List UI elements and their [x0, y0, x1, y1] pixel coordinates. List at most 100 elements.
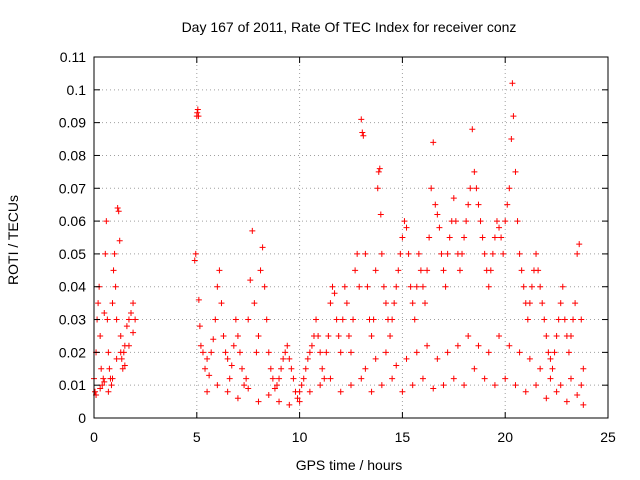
- data-point: [290, 375, 297, 382]
- data-point: [409, 300, 416, 307]
- data-point: [391, 300, 398, 307]
- data-point: [220, 332, 227, 339]
- data-point: [481, 375, 488, 382]
- data-point: [216, 267, 223, 274]
- data-point: [265, 392, 272, 399]
- data-point: [399, 234, 406, 241]
- data-point: [101, 378, 108, 385]
- data-point: [514, 218, 521, 225]
- data-point: [296, 388, 303, 395]
- data-point: [428, 185, 435, 192]
- x-tick-label: 5: [193, 429, 201, 445]
- data-point: [191, 257, 198, 264]
- data-point: [510, 113, 517, 120]
- data-point: [405, 250, 412, 257]
- data-point: [362, 365, 369, 372]
- data-point: [110, 267, 117, 274]
- data-point: [263, 316, 270, 323]
- data-point: [403, 224, 410, 231]
- y-axis-label: ROTI / TECUs: [5, 195, 21, 285]
- data-point: [463, 218, 470, 225]
- data-point: [512, 382, 519, 389]
- data-point: [245, 385, 252, 392]
- data-point: [378, 250, 385, 257]
- data-point: [202, 365, 209, 372]
- data-point: [234, 332, 241, 339]
- data-point: [302, 365, 309, 372]
- data-point: [267, 365, 274, 372]
- data-point: [557, 300, 564, 307]
- y-tick-label: 0.1: [67, 82, 87, 98]
- data-point: [543, 395, 550, 402]
- data-point: [537, 283, 544, 290]
- data-point: [352, 267, 359, 274]
- data-point: [345, 332, 352, 339]
- data-point: [502, 218, 509, 225]
- data-point: [572, 300, 579, 307]
- data-point: [411, 316, 418, 323]
- data-point: [259, 244, 266, 251]
- data-point: [224, 388, 231, 395]
- data-point: [317, 349, 324, 356]
- data-point: [382, 300, 389, 307]
- data-point: [506, 342, 513, 349]
- data-point: [526, 300, 533, 307]
- data-point: [555, 316, 562, 323]
- data-point: [461, 234, 468, 241]
- data-point: [454, 342, 461, 349]
- data-point: [459, 250, 466, 257]
- data-point: [419, 283, 426, 290]
- data-point: [333, 316, 340, 323]
- data-point: [467, 185, 474, 192]
- data-point: [438, 250, 445, 257]
- data-point: [255, 332, 262, 339]
- axis-ticks: [93, 56, 609, 419]
- data-point: [271, 385, 278, 392]
- data-point: [194, 109, 201, 116]
- data-point: [471, 168, 478, 175]
- data-point: [360, 132, 367, 139]
- data-point: [376, 165, 383, 172]
- x-axis-label: GPS time / hours: [296, 457, 403, 473]
- data-point: [537, 365, 544, 372]
- data-point: [450, 375, 457, 382]
- data-point: [461, 382, 468, 389]
- data-point: [498, 234, 505, 241]
- data-point: [485, 349, 492, 356]
- data-point: [317, 382, 324, 389]
- data-point: [543, 332, 550, 339]
- data-point: [106, 365, 113, 372]
- data-point: [194, 106, 201, 113]
- data-point: [434, 211, 441, 218]
- data-point: [335, 332, 342, 339]
- data-point: [553, 388, 560, 395]
- data-point: [452, 218, 459, 225]
- data-point: [92, 388, 99, 395]
- data-point: [362, 250, 369, 257]
- data-point: [574, 250, 581, 257]
- data-point: [282, 349, 289, 356]
- data-point: [465, 201, 472, 208]
- data-point: [323, 349, 330, 356]
- y-tick-label: 0.07: [59, 180, 86, 196]
- data-point: [245, 316, 252, 323]
- data-point: [469, 126, 476, 133]
- data-point: [413, 349, 420, 356]
- data-point: [535, 267, 542, 274]
- data-point: [557, 382, 564, 389]
- data-point: [491, 234, 498, 241]
- data-point: [103, 218, 110, 225]
- data-point: [121, 362, 128, 369]
- data-point: [419, 375, 426, 382]
- data-point: [578, 316, 585, 323]
- data-point: [524, 316, 531, 323]
- data-point: [243, 375, 250, 382]
- data-point: [276, 375, 283, 382]
- data-point: [567, 375, 574, 382]
- y-tick-label: 0.11: [60, 49, 86, 65]
- data-point: [109, 375, 116, 382]
- data-point: [304, 355, 311, 362]
- data-point: [101, 309, 108, 316]
- data-point: [97, 332, 104, 339]
